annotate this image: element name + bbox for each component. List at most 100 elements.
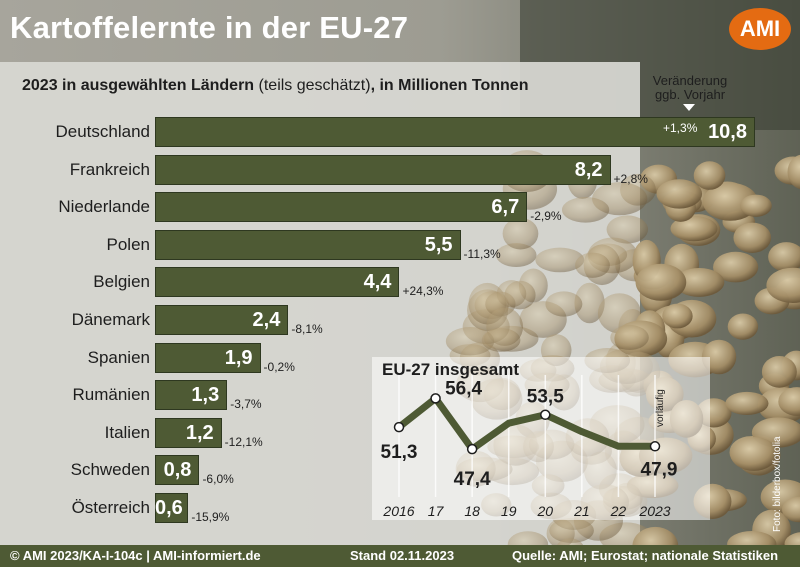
- footer-source: Quelle: AMI; Eurostat; nationale Statist…: [512, 548, 779, 563]
- bar-value-label: 2,4: [252, 309, 281, 331]
- eu-total-line-chart: 51,3 56,4 47,4 53,5 47,9 2016 17 18 19 20 21 22 2023…: [381, 375, 678, 519]
- potato-decoration: [561, 197, 610, 223]
- change-legend-label: Veränderung ggb. Vorjahr: [640, 74, 740, 102]
- change-label: -0,2%: [263, 359, 295, 374]
- change-legend-line1: Veränderung: [652, 73, 728, 88]
- potato-decoration: [787, 154, 800, 190]
- page-title: Kartoffelernte in der EU-27: [10, 10, 409, 45]
- potato-decoration: [778, 387, 800, 416]
- bar-value-label: 4,4: [363, 271, 392, 294]
- potato-decoration: [656, 179, 703, 209]
- bar-value-label: 1,2: [185, 421, 214, 444]
- x-tick-label: 2016: [382, 503, 414, 519]
- bar-category-label: Belgien: [93, 272, 150, 292]
- potato-decoration: [740, 194, 772, 217]
- data-point: [430, 393, 441, 404]
- potato-decoration: [733, 222, 772, 253]
- bar-value-label: 10,8: [708, 121, 747, 143]
- potato-decoration: [481, 328, 521, 352]
- potato-decoration: [549, 518, 594, 544]
- potato-decoration: [574, 282, 605, 324]
- bar: [155, 493, 189, 523]
- potato-decoration: [766, 267, 800, 304]
- subtitle-bold: 2023 in ausgewählten Ländern: [22, 77, 255, 94]
- chart-subtitle: 2023 in ausgewählten Ländern (teils gesc…: [22, 77, 528, 95]
- bar: [155, 154, 611, 185]
- x-tick-label: 19: [501, 503, 517, 519]
- change-label: +24,3%: [402, 284, 444, 299]
- potato-decoration: [635, 263, 687, 301]
- potato-decoration: [781, 496, 800, 523]
- bar-category-label: Polen: [106, 234, 150, 254]
- change-legend-line2: ggb. Vorjahr: [654, 87, 726, 102]
- x-tick-label: 18: [464, 503, 480, 519]
- footer-copyright: © AMI 2023/KA-I-104c | AMI-informiert.de: [10, 548, 261, 563]
- change-label: +1,3%: [663, 121, 698, 135]
- potato-decoration: [693, 161, 726, 190]
- potato-decoration: [730, 436, 778, 471]
- potato-decoration: [504, 280, 536, 310]
- bar-category-label: Dänemark: [71, 310, 150, 329]
- x-tick-label: 17: [428, 503, 445, 519]
- potato-decoration: [725, 391, 769, 415]
- change-label: -2,9%: [530, 209, 562, 224]
- data-point: [649, 441, 661, 452]
- potato-decoration: [761, 356, 797, 388]
- bar: [155, 229, 461, 260]
- data-point: [466, 443, 478, 455]
- change-label: -12,1%: [224, 434, 263, 449]
- bar-category-label: Rumänien: [72, 385, 151, 405]
- bar-category-label: Niederlande: [58, 197, 150, 217]
- bar-category-label: Italien: [104, 422, 150, 442]
- potato-decoration: [495, 243, 537, 267]
- subtitle-normal: (teils geschätzt): [254, 77, 371, 94]
- change-label: -3,7%: [230, 397, 262, 412]
- bar: [155, 342, 261, 373]
- data-point-label: 53,5: [527, 387, 564, 408]
- potato-decoration: [610, 325, 649, 351]
- preliminary-annotation: vorläufig: [655, 389, 666, 427]
- eu-total-title: EU-27 insgesamt: [382, 360, 519, 379]
- x-tick-label: 20: [536, 503, 553, 519]
- potato-decoration: [701, 339, 737, 375]
- bar-category-label: Deutschland: [55, 122, 150, 141]
- x-tick-label: 22: [610, 503, 627, 519]
- x-tick-label: 2023: [638, 503, 670, 519]
- potato-decoration: [502, 217, 539, 250]
- bar: [155, 455, 200, 486]
- potato-decoration: [662, 303, 693, 329]
- data-point: [393, 421, 405, 433]
- bar: [155, 117, 755, 147]
- data-point-label: 47,4: [454, 469, 491, 490]
- footer-stand: Stand 02.11.2023: [350, 548, 455, 563]
- potato-decoration: [545, 291, 583, 317]
- photo-credit: Foto: bilderbox/fotolia: [772, 436, 783, 532]
- potato-decoration: [727, 313, 759, 340]
- data-point-label: 56,4: [445, 378, 482, 399]
- potato-decoration: [535, 247, 585, 273]
- footer-bar: © AMI 2023/KA-I-104c | AMI-informiert.de…: [0, 545, 800, 567]
- bar-category-label: Frankreich: [69, 159, 150, 179]
- data-point-label: 51,3: [381, 442, 418, 463]
- series-line: [395, 394, 659, 453]
- potato-decoration: [713, 251, 759, 283]
- change-label: -11,3%: [463, 246, 501, 261]
- potato-decoration: [670, 215, 718, 242]
- eu-total-panel: [372, 357, 710, 520]
- bar: [155, 267, 400, 298]
- potato-decoration: [674, 268, 725, 297]
- change-label: -8,1%: [291, 322, 323, 336]
- bar-category-label: Schweden: [70, 460, 150, 480]
- change-label: -6,0%: [202, 472, 234, 487]
- bar-value-label: 5,5: [424, 233, 453, 256]
- bar-category-label: Österreich: [71, 498, 150, 517]
- change-label: -15,9%: [191, 510, 230, 524]
- potato-decoration: [606, 215, 649, 244]
- x-tick-label: 21: [573, 503, 590, 519]
- bar-category-label: Spanien: [87, 347, 150, 367]
- bar-value-label: 1,9: [224, 346, 253, 369]
- potato-decoration: [575, 252, 610, 278]
- bar: [155, 380, 228, 411]
- bar: [155, 417, 222, 448]
- data-point-label: 47,9: [641, 459, 678, 480]
